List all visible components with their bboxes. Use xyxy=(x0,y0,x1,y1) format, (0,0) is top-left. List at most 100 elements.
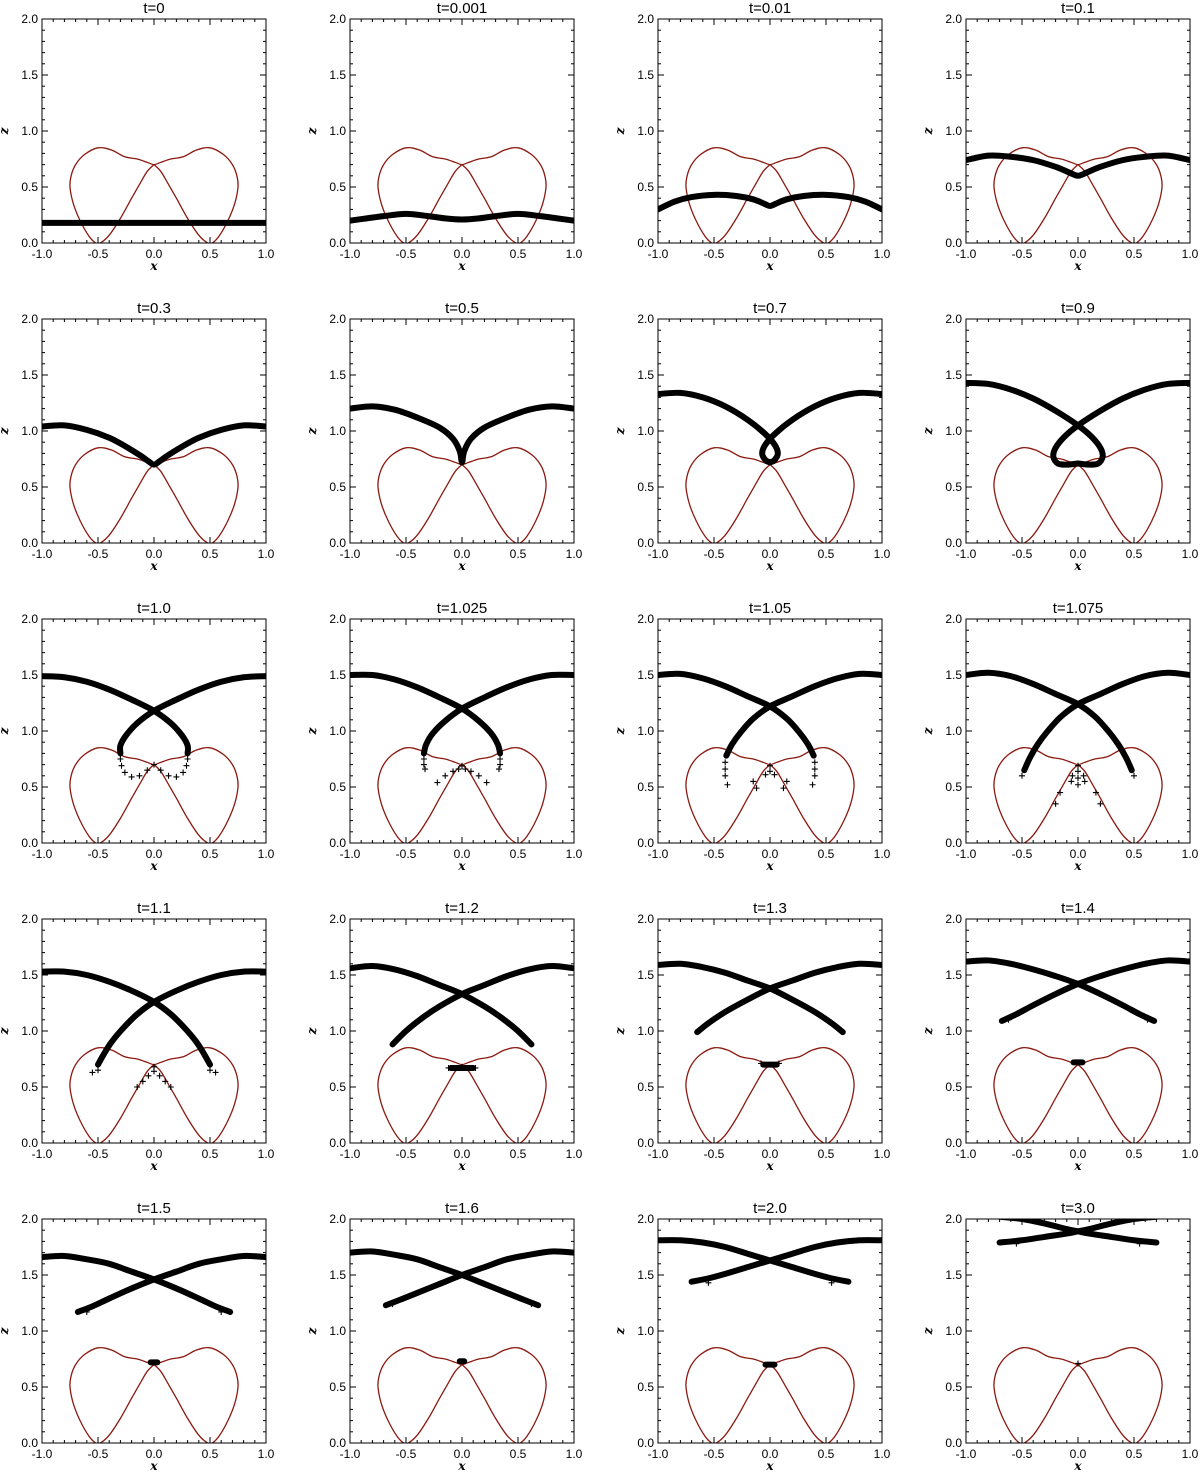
panel-16: t=1.4 -1.0 -0.5 0.0 0.5 1.0 0.0 0.5 1.0 1.5 2.0 x z xyxy=(921,900,1199,1173)
panel-title: t=0.7 xyxy=(753,300,787,317)
x-tick-label: 1.0 xyxy=(566,247,583,261)
panel-13: t=1.1 -1.0 -0.5 0.0 0.5 1.0 0.0 0.5 1.0 1.5 2.0 x z xyxy=(0,900,275,1173)
panel-title: t=1.025 xyxy=(437,600,487,617)
plus-marker xyxy=(136,772,143,779)
x-tick-label: 1.0 xyxy=(874,847,891,861)
y-axis-label: z xyxy=(0,426,11,435)
plot-area xyxy=(42,422,266,543)
y-axis-label: z xyxy=(613,1326,627,1335)
plot-area xyxy=(658,670,882,843)
x-tick-label: 0.5 xyxy=(510,247,527,261)
x-tick-label: 0.0 xyxy=(146,1147,163,1161)
x-tick-label: 1.0 xyxy=(258,247,275,261)
x-tick-label: 0.0 xyxy=(146,547,163,561)
plus-marker xyxy=(1097,800,1104,807)
y-tick-label: 0.0 xyxy=(945,236,962,250)
field-line-1 xyxy=(658,389,781,466)
panel-11: t=1.05 -1.0 -0.5 0.0 0.5 1.0 0.0 0.5 1.0 1.5 2.0 x z xyxy=(613,600,891,873)
plus-marker xyxy=(705,1279,712,1286)
y-tick-label: 2.0 xyxy=(945,1212,962,1226)
field-line-2 xyxy=(759,389,882,466)
y-tick-label: 1.0 xyxy=(945,124,962,138)
y-tick-label: 0.5 xyxy=(637,1380,654,1394)
field-line-2 xyxy=(1050,379,1190,468)
plot-area xyxy=(658,1237,882,1443)
plus-marker xyxy=(1013,1240,1020,1247)
x-tick-label: -0.5 xyxy=(1012,1147,1033,1161)
field-line-1 xyxy=(42,422,266,468)
y-tick-label: 0.5 xyxy=(637,180,654,194)
y-axis-label: z xyxy=(613,126,627,135)
x-tick-label: -0.5 xyxy=(704,1147,725,1161)
y-tick-label: 2.0 xyxy=(21,12,38,26)
panel-title: t=1.1 xyxy=(137,900,171,917)
x-tick-label: -1.0 xyxy=(648,847,669,861)
reference-curve xyxy=(377,146,547,243)
field-line-2 xyxy=(694,960,882,1036)
y-tick-label: 2.0 xyxy=(21,912,38,926)
plus-marker xyxy=(1144,1016,1151,1023)
plot-area xyxy=(42,146,266,243)
y-tick-label: 1.0 xyxy=(21,1324,38,1338)
reference-curve xyxy=(377,746,547,843)
x-tick-label: 0.0 xyxy=(762,1447,779,1461)
x-tick-label: 0.5 xyxy=(510,847,527,861)
y-tick-label: 0.5 xyxy=(329,480,346,494)
y-tick-label: 2.0 xyxy=(637,912,654,926)
plus-marker xyxy=(780,785,787,792)
plus-marker xyxy=(497,761,504,768)
panel-3: t=0.01 -1.0 -0.5 0.0 0.5 1.0 0.0 0.5 1.0 1.5 2.0 x z xyxy=(613,0,891,273)
plus-marker xyxy=(445,1064,452,1071)
plus-marker xyxy=(156,1072,163,1079)
plot-area xyxy=(966,146,1190,243)
x-tick-label: -0.5 xyxy=(1012,547,1033,561)
plus-marker xyxy=(1005,1016,1012,1023)
x-tick-label: 0.0 xyxy=(762,1147,779,1161)
field-line-2 xyxy=(420,671,574,757)
panel-title: t=0.01 xyxy=(749,0,791,17)
field-line-1 xyxy=(658,191,882,213)
field-line-2 xyxy=(74,1252,266,1315)
plus-marker xyxy=(151,761,157,768)
x-tick-label: 0.5 xyxy=(202,847,219,861)
plus-marker xyxy=(459,762,465,769)
x-tick-label: 1.0 xyxy=(566,1447,583,1461)
y-tick-label: 1.0 xyxy=(329,1024,346,1038)
y-tick-label: 1.5 xyxy=(329,368,346,382)
x-tick-label: -0.5 xyxy=(396,847,417,861)
x-tick-label: 1.0 xyxy=(258,1447,275,1461)
panel-title: t=1.4 xyxy=(1061,900,1095,917)
panel-title: t=0.5 xyxy=(445,300,479,317)
x-tick-label: -0.5 xyxy=(1012,247,1033,261)
x-tick-label: -0.5 xyxy=(396,1447,417,1461)
y-tick-label: 1.5 xyxy=(21,1268,38,1282)
reference-curve xyxy=(377,1046,547,1143)
field-line-2 xyxy=(688,1237,882,1285)
reference-curve xyxy=(993,746,1163,843)
x-tick-label: -1.0 xyxy=(340,547,361,561)
plus-marker xyxy=(462,766,469,773)
x-tick-label: 0.0 xyxy=(454,547,471,561)
y-tick-label: 1.5 xyxy=(637,368,654,382)
x-tick-label: 1.0 xyxy=(874,247,891,261)
plus-marker xyxy=(117,756,124,762)
plot-area xyxy=(658,146,882,243)
plus-marker xyxy=(1136,1240,1143,1247)
x-tick-label: 0.5 xyxy=(510,1147,527,1161)
y-axis-label: z xyxy=(921,426,935,435)
y-tick-label: 0.0 xyxy=(945,836,962,850)
plot-area xyxy=(658,960,882,1143)
plus-marker xyxy=(775,1060,782,1067)
x-tick-label: 1.0 xyxy=(258,847,275,861)
plus-marker xyxy=(134,1084,141,1090)
y-tick-label: 1.0 xyxy=(21,724,38,738)
x-tick-label: -0.5 xyxy=(1012,1447,1033,1461)
field-line-1 xyxy=(658,960,846,1036)
y-tick-label: 0.5 xyxy=(945,780,962,794)
plus-marker xyxy=(811,772,818,779)
x-tick-label: -1.0 xyxy=(340,1447,361,1461)
plot-area xyxy=(350,671,574,843)
y-tick-label: 2.0 xyxy=(329,912,346,926)
